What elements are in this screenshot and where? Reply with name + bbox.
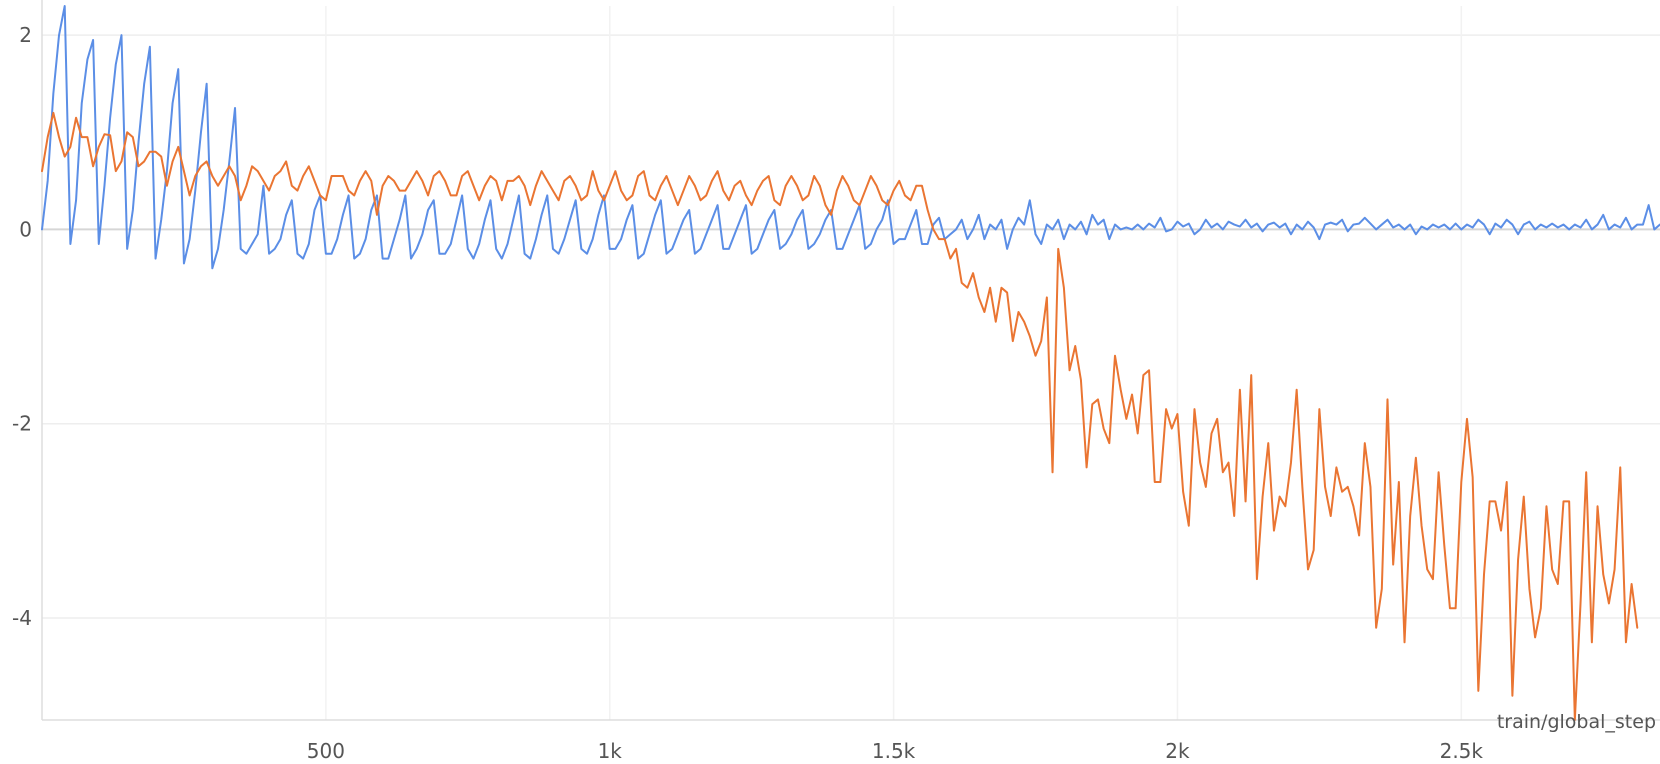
axis-labels: 2 0 -2 -4 500 1k 1.5k 2k 2.5k xyxy=(12,23,1483,763)
axes xyxy=(41,0,1660,721)
y-tick-label: 0 xyxy=(19,217,32,241)
x-axis-title: train/global_step xyxy=(1497,711,1656,733)
x-tick-label: 500 xyxy=(307,739,345,763)
y-tick-label: -2 xyxy=(12,412,32,436)
series-line-1 xyxy=(41,5,1660,270)
x-tick-label: 1.5k xyxy=(872,739,916,763)
series-line-2 xyxy=(41,111,1639,721)
y-tick-label: -4 xyxy=(12,606,32,630)
x-tick-label: 2k xyxy=(1165,739,1190,763)
x-tick-label: 2.5k xyxy=(1440,739,1484,763)
y-tick-label: 2 xyxy=(19,23,32,47)
x-tick-label: 1k xyxy=(598,739,623,763)
grid-lines xyxy=(42,6,1660,720)
series-lines xyxy=(41,5,1660,721)
